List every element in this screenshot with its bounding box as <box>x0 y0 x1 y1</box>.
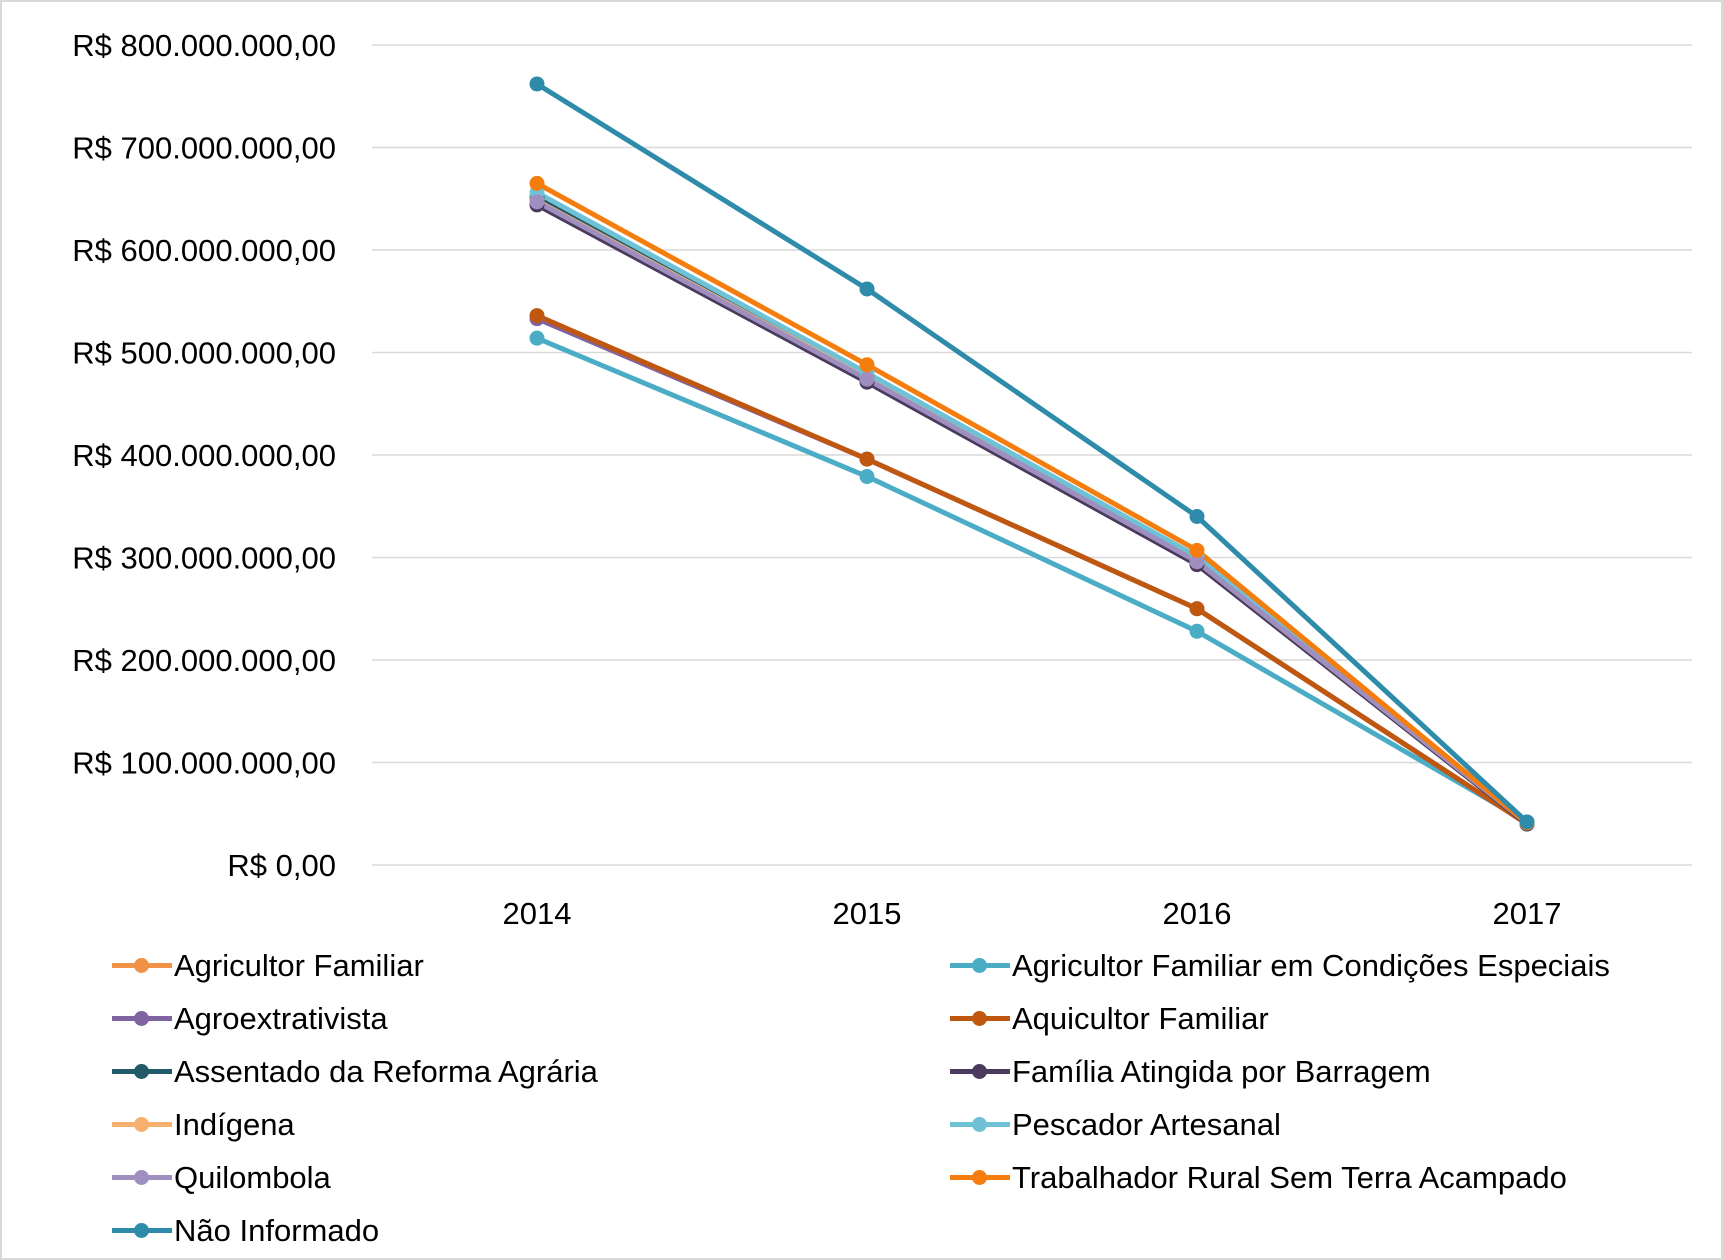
y-tick-label: R$ 0,00 <box>227 848 336 883</box>
y-tick-label: R$ 700.000.000,00 <box>72 131 336 166</box>
legend-label: Família Atingida por Barragem <box>1012 1054 1431 1089</box>
legend-swatch-icon <box>950 1101 1010 1149</box>
data-point <box>1189 601 1205 617</box>
data-point <box>1189 509 1205 524</box>
legend-item: Família Atingida por Barragem <box>950 1048 1431 1096</box>
legend-swatch-icon <box>950 942 1010 990</box>
x-tick-label: 2017 <box>1493 896 1562 931</box>
legend-label: Assentado da Reforma Agrária <box>174 1054 598 1089</box>
data-point <box>529 175 545 191</box>
legend-item: Não Informado <box>112 1207 379 1255</box>
x-axis-tick-labels: 2014 2015 2016 2017 <box>503 896 1562 931</box>
data-point <box>859 371 875 387</box>
data-point <box>859 281 875 297</box>
y-tick-label: R$ 600.000.000,00 <box>72 233 336 268</box>
data-point <box>529 194 545 210</box>
legend-swatch-marker <box>134 1223 149 1238</box>
legend-swatch-icon <box>112 1154 172 1202</box>
x-tick-label: 2014 <box>503 896 572 931</box>
legend-swatch-icon <box>112 1207 172 1255</box>
data-point <box>1519 814 1535 830</box>
legend-swatch-marker <box>972 1064 987 1079</box>
y-tick-label: R$ 400.000.000,00 <box>72 438 336 473</box>
legend-item: Pescador Artesanal <box>950 1101 1281 1149</box>
legend-item: Agroextrativista <box>112 995 388 1043</box>
series-line <box>535 81 1529 824</box>
x-tick-label: 2016 <box>1163 896 1232 931</box>
data-point <box>529 308 545 324</box>
legend-swatch-marker <box>134 958 149 973</box>
legend-swatch-marker <box>134 1064 149 1079</box>
series-line <box>536 316 1529 827</box>
legend-item: Agricultor Familiar <box>112 942 424 990</box>
y-tick-label: R$ 200.000.000,00 <box>72 643 336 678</box>
y-axis-tick-labels: R$ 0,00 R$ 100.000.000,00 R$ 200.000.000,0… <box>72 28 336 883</box>
legend-label: Trabalhador Rural Sem Terra Acampado <box>1012 1160 1567 1195</box>
legend-swatch-marker <box>972 1011 987 1026</box>
data-point <box>529 330 545 346</box>
legend-swatch-icon <box>112 942 172 990</box>
data-point <box>859 469 875 485</box>
legend-item: Agricultor Familiar em Condições Especia… <box>950 942 1610 990</box>
legend-swatch-icon <box>112 995 172 1043</box>
legend-label: Agricultor Familiar em Condições Especia… <box>1012 948 1610 983</box>
legend-label: Agroextrativista <box>174 1001 388 1036</box>
legend-item: Aquicultor Familiar <box>950 995 1269 1043</box>
data-point <box>1189 542 1205 558</box>
series-line <box>536 335 1529 825</box>
series-line <box>535 202 1529 826</box>
y-tick-label: R$ 300.000.000,00 <box>72 541 336 576</box>
legend-label: Não Informado <box>174 1213 380 1248</box>
legend-swatch-marker <box>972 1117 987 1132</box>
legend-swatch-icon <box>950 1048 1010 1096</box>
legend-swatch-marker <box>972 958 987 973</box>
series-lines <box>535 81 1529 827</box>
data-point <box>529 76 545 92</box>
legend-swatch-icon <box>950 995 1010 1043</box>
series-line <box>535 199 1529 825</box>
legend-item: Assentado da Reforma Agrária <box>112 1048 598 1096</box>
data-point <box>859 451 875 467</box>
series-line <box>535 181 1529 825</box>
legend-swatch-marker <box>972 1170 987 1185</box>
legend-label: Pescador Artesanal <box>1012 1107 1281 1142</box>
legend-swatch-marker <box>134 1170 149 1185</box>
legend-item: Trabalhador Rural Sem Terra Acampado <box>950 1154 1567 1202</box>
legend-item: Quilombola <box>112 1154 331 1202</box>
legend-swatch-marker <box>134 1011 149 1026</box>
legend-label: Indígena <box>174 1107 295 1142</box>
legend-label: Quilombola <box>174 1160 331 1195</box>
legend-label: Agricultor Familiar <box>174 948 424 983</box>
data-point <box>1189 554 1205 570</box>
y-tick-label: R$ 100.000.000,00 <box>72 746 336 781</box>
series-points <box>529 76 1535 832</box>
legend-swatch-marker <box>134 1117 149 1132</box>
x-tick-label: 2015 <box>833 896 902 931</box>
y-tick-label: R$ 500.000.000,00 <box>72 336 336 371</box>
y-tick-label: R$ 800.000.000,00 <box>72 28 336 63</box>
legend-swatch-icon <box>950 1154 1010 1202</box>
data-point <box>859 357 875 373</box>
legend-item: Indígena <box>112 1101 295 1149</box>
series-line <box>536 313 1529 827</box>
legend-swatch-icon <box>112 1048 172 1096</box>
data-point <box>1189 623 1205 639</box>
legend-label: Aquicultor Familiar <box>1012 1001 1269 1036</box>
line-chart: R$ 0,00 R$ 100.000.000,00 R$ 200.000.000,0… <box>72 28 1692 931</box>
legend-swatch-icon <box>112 1101 172 1149</box>
